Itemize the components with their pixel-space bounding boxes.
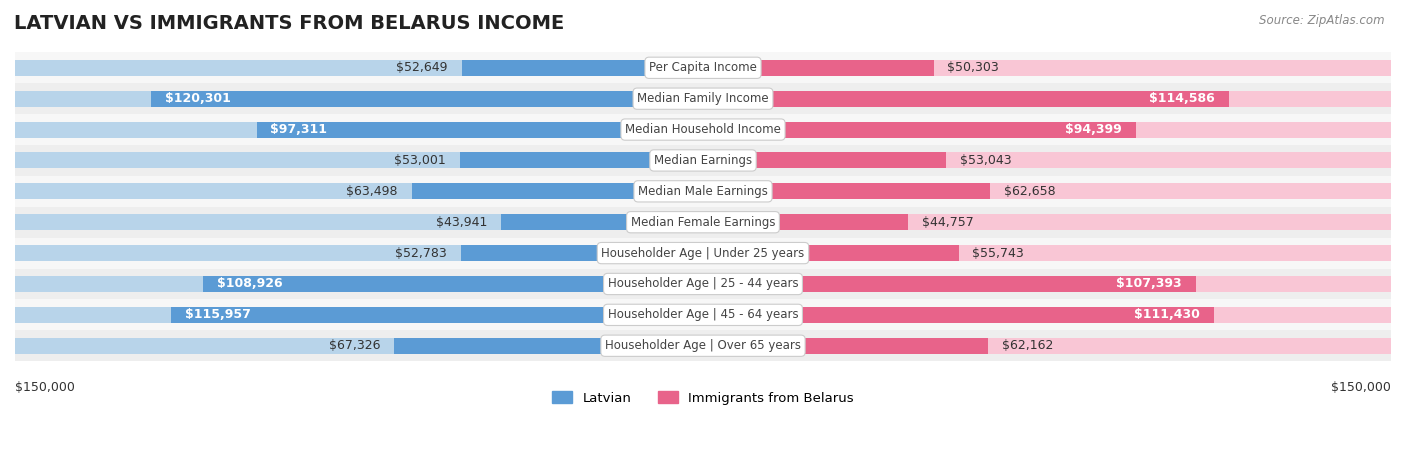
- Bar: [15, 52, 1391, 83]
- Bar: [257, 121, 703, 138]
- Text: $150,000: $150,000: [15, 381, 75, 394]
- Bar: [703, 245, 1391, 261]
- Bar: [703, 121, 1391, 138]
- Text: $107,393: $107,393: [1116, 277, 1182, 290]
- Text: $120,301: $120,301: [165, 92, 231, 105]
- Bar: [172, 307, 703, 323]
- Bar: [703, 152, 946, 169]
- Text: Per Capita Income: Per Capita Income: [650, 61, 756, 74]
- Bar: [703, 338, 988, 354]
- Bar: [461, 60, 703, 76]
- Text: Householder Age | Over 65 years: Householder Age | Over 65 years: [605, 339, 801, 352]
- Text: $55,743: $55,743: [973, 247, 1024, 260]
- Bar: [15, 121, 703, 138]
- Bar: [15, 60, 703, 76]
- Bar: [15, 330, 1391, 361]
- Bar: [15, 338, 703, 354]
- Bar: [15, 238, 1391, 269]
- Text: $115,957: $115,957: [186, 308, 250, 321]
- Bar: [15, 207, 1391, 238]
- Text: $62,162: $62,162: [1002, 339, 1053, 352]
- Bar: [394, 338, 703, 354]
- Bar: [15, 245, 703, 261]
- Text: Median Family Income: Median Family Income: [637, 92, 769, 105]
- Bar: [703, 276, 1195, 292]
- Legend: Latvian, Immigrants from Belarus: Latvian, Immigrants from Belarus: [547, 386, 859, 410]
- Bar: [703, 91, 1229, 107]
- Bar: [15, 276, 703, 292]
- Bar: [703, 184, 1391, 199]
- Bar: [460, 152, 703, 169]
- Text: $67,326: $67,326: [329, 339, 381, 352]
- Bar: [703, 214, 908, 230]
- Bar: [703, 121, 1136, 138]
- Text: $53,043: $53,043: [960, 154, 1012, 167]
- Bar: [15, 184, 703, 199]
- Bar: [703, 60, 1391, 76]
- Text: $114,586: $114,586: [1149, 92, 1215, 105]
- Text: $62,658: $62,658: [1004, 185, 1056, 198]
- Bar: [703, 60, 934, 76]
- Text: Median Earnings: Median Earnings: [654, 154, 752, 167]
- Text: Source: ZipAtlas.com: Source: ZipAtlas.com: [1260, 14, 1385, 27]
- Bar: [15, 114, 1391, 145]
- Text: Median Household Income: Median Household Income: [626, 123, 780, 136]
- Bar: [204, 276, 703, 292]
- Bar: [15, 214, 703, 230]
- Text: $94,399: $94,399: [1066, 123, 1122, 136]
- Bar: [703, 276, 1391, 292]
- Bar: [152, 91, 703, 107]
- Text: Median Male Earnings: Median Male Earnings: [638, 185, 768, 198]
- Bar: [15, 83, 1391, 114]
- Bar: [703, 91, 1391, 107]
- Bar: [703, 152, 1391, 169]
- Bar: [412, 184, 703, 199]
- Text: $52,783: $52,783: [395, 247, 447, 260]
- Text: LATVIAN VS IMMIGRANTS FROM BELARUS INCOME: LATVIAN VS IMMIGRANTS FROM BELARUS INCOM…: [14, 14, 564, 33]
- Text: Householder Age | 45 - 64 years: Householder Age | 45 - 64 years: [607, 308, 799, 321]
- Text: $52,649: $52,649: [396, 61, 447, 74]
- Bar: [15, 145, 1391, 176]
- Bar: [502, 214, 703, 230]
- Text: $97,311: $97,311: [270, 123, 328, 136]
- Text: $53,001: $53,001: [395, 154, 446, 167]
- Bar: [703, 338, 1391, 354]
- Text: $150,000: $150,000: [1331, 381, 1391, 394]
- Bar: [703, 307, 1215, 323]
- Text: Householder Age | Under 25 years: Householder Age | Under 25 years: [602, 247, 804, 260]
- Text: $63,498: $63,498: [346, 185, 398, 198]
- Bar: [15, 269, 1391, 299]
- Text: $44,757: $44,757: [922, 216, 974, 229]
- Text: Householder Age | 25 - 44 years: Householder Age | 25 - 44 years: [607, 277, 799, 290]
- Bar: [15, 307, 703, 323]
- Text: $43,941: $43,941: [436, 216, 488, 229]
- Bar: [15, 299, 1391, 330]
- Bar: [703, 245, 959, 261]
- Text: $108,926: $108,926: [217, 277, 283, 290]
- Bar: [15, 152, 703, 169]
- Bar: [461, 245, 703, 261]
- Text: $50,303: $50,303: [948, 61, 1000, 74]
- Text: $111,430: $111,430: [1135, 308, 1201, 321]
- Bar: [703, 214, 1391, 230]
- Bar: [15, 91, 703, 107]
- Bar: [703, 307, 1391, 323]
- Text: Median Female Earnings: Median Female Earnings: [631, 216, 775, 229]
- Bar: [703, 184, 990, 199]
- Bar: [15, 176, 1391, 207]
